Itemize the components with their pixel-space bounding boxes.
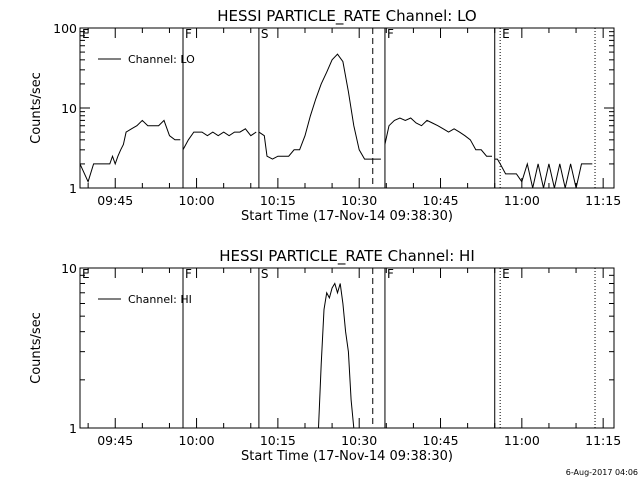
panel-2-x-tick-label: 10:30	[341, 433, 377, 448]
panel-1-event-marker-label: E	[502, 27, 510, 41]
panel-1-y-tick-label: 10	[61, 101, 77, 116]
panel-2-event-marker-label: F	[387, 267, 394, 281]
panel-1-x-axis-label: Start Time (17-Nov-14 09:38:30)	[241, 209, 453, 224]
panel-2-x-axis-label: Start Time (17-Nov-14 09:38:30)	[241, 449, 453, 464]
panel-2-event-marker-label: F	[185, 267, 192, 281]
panel-2-x-tick-label: 11:00	[504, 433, 540, 448]
date-stamp: 6-Aug-2017 04:06	[566, 468, 638, 477]
panel-1-y-tick-label: 1	[69, 181, 77, 196]
panel-1-legend-label: Channel: LO	[128, 53, 195, 66]
panel-2-plot-frame	[79, 267, 615, 429]
panel-1-series-line	[258, 53, 381, 160]
panel-1-event-marker-label: E	[82, 27, 90, 41]
panel-1-x-tick-label: 09:45	[97, 193, 133, 208]
panel-1-chart-title: HESSI PARTICLE_RATE Channel: LO	[217, 7, 476, 26]
panel-2-x-tick-label: 10:45	[423, 433, 459, 448]
panel-1-plot-frame	[79, 27, 615, 189]
panel-1-x-tick-label: 10:30	[341, 193, 377, 208]
panel-1-series-line	[384, 117, 492, 157]
panel-1-y-tick-label: 100	[53, 21, 77, 36]
panel-2-x-tick-label: 09:45	[97, 433, 133, 448]
panel-1-event-marker-label: F	[185, 27, 192, 41]
panel-1-series-line	[494, 158, 593, 189]
panel-2-event-marker-label: E	[82, 267, 90, 281]
panel-2-event-marker-label: E	[502, 267, 510, 281]
panel-1-x-tick-label: 11:00	[504, 193, 540, 208]
panel-1-series-line	[79, 119, 181, 184]
panel-1-x-tick-label: 11:15	[585, 193, 621, 208]
panel-2-series-line	[318, 282, 355, 429]
panel-2-x-tick-label: 10:15	[260, 433, 296, 448]
panel-1-x-tick-label: 10:15	[260, 193, 296, 208]
panel-2-event-marker-label: S	[261, 267, 269, 281]
panel-2-chart-title: HESSI PARTICLE_RATE Channel: HI	[219, 247, 475, 266]
panel-1-event-marker-label: F	[387, 27, 394, 41]
panel-1-y-axis-label: Counts/sec	[29, 72, 44, 144]
panel-1-x-tick-label: 10:45	[423, 193, 459, 208]
panel-2-x-tick-label: 10:00	[179, 433, 215, 448]
panel-2-x-tick-label: 11:15	[585, 433, 621, 448]
panel-2-y-tick-label: 10	[61, 261, 77, 276]
panel-2-y-tick-label: 1	[69, 421, 77, 436]
panel-1-event-marker-label: S	[261, 27, 269, 41]
panel-2-legend-label: Channel: HI	[128, 293, 192, 306]
panel-1-x-tick-label: 10:00	[179, 193, 215, 208]
panel-1-series-line	[182, 128, 257, 151]
panel-2-y-axis-label: Counts/sec	[29, 312, 44, 384]
